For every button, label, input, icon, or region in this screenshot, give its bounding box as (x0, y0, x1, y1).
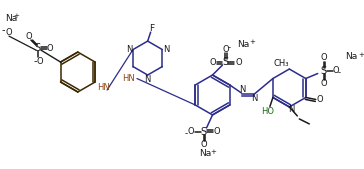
Text: O: O (222, 45, 229, 54)
Text: O: O (37, 57, 43, 66)
Text: +: + (249, 39, 256, 45)
Text: HN: HN (97, 83, 110, 92)
Text: S: S (201, 127, 207, 137)
Text: O: O (332, 66, 339, 75)
Text: -: - (33, 56, 37, 66)
Text: S: S (222, 57, 229, 67)
Text: Na: Na (345, 52, 358, 61)
Text: O: O (235, 58, 242, 67)
Text: N: N (239, 86, 246, 94)
Text: CH₃: CH₃ (274, 58, 289, 68)
Text: -: - (228, 44, 231, 53)
Text: N: N (288, 105, 294, 114)
Text: O: O (209, 58, 216, 67)
Text: O: O (187, 127, 194, 136)
Text: +: + (359, 52, 364, 58)
Text: O: O (316, 95, 323, 104)
Text: N: N (163, 45, 170, 54)
Text: O: O (47, 44, 53, 53)
Text: HO: HO (261, 107, 274, 116)
Text: F: F (149, 24, 154, 33)
Text: O: O (25, 32, 32, 41)
Text: +: + (13, 13, 19, 19)
Text: -: - (1, 25, 5, 35)
Text: Na: Na (237, 40, 250, 49)
Text: N: N (251, 94, 258, 103)
Text: Na: Na (5, 14, 17, 23)
Text: O: O (213, 127, 220, 136)
Text: O: O (320, 79, 327, 88)
Text: -: - (337, 68, 340, 77)
Text: +: + (210, 149, 217, 155)
Text: O: O (320, 53, 327, 62)
Text: S: S (321, 66, 327, 76)
Text: O: O (6, 28, 12, 37)
Text: Na: Na (199, 149, 211, 158)
Text: O: O (200, 140, 207, 149)
Text: HN: HN (123, 74, 135, 83)
Text: N: N (145, 75, 151, 83)
Text: N: N (126, 45, 132, 54)
Text: -: - (185, 129, 188, 138)
Text: S: S (35, 43, 41, 53)
